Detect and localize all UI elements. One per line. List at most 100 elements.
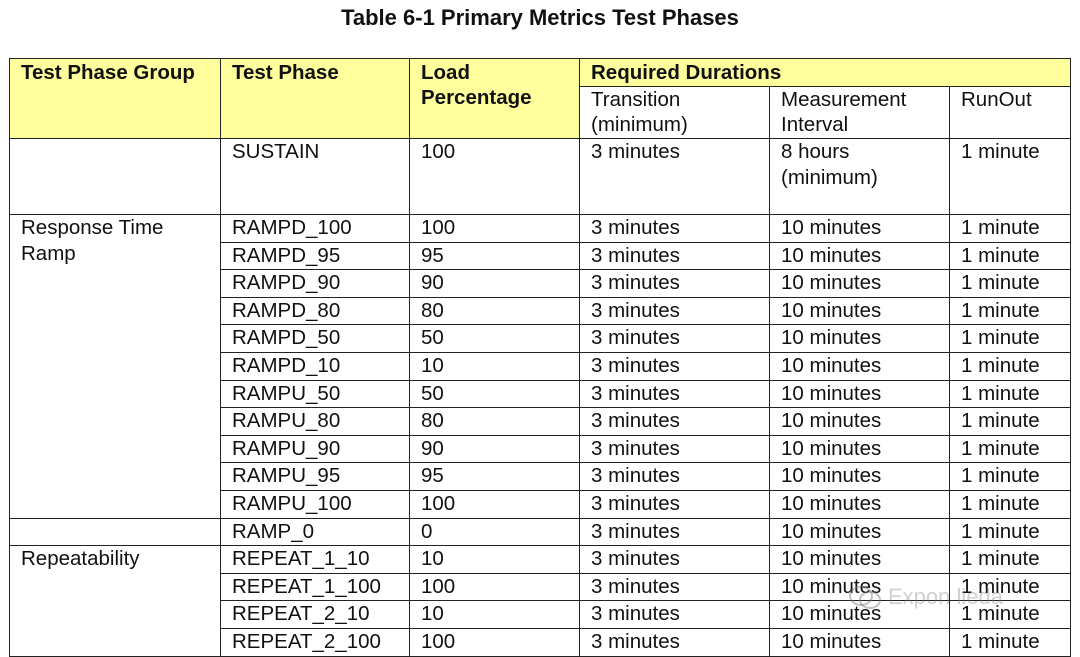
phase-cell: RAMPU_50	[220, 379, 410, 409]
runout-cell: 1 minute	[949, 572, 1071, 602]
measurement-cell: 10 minutes	[769, 296, 950, 326]
phase-cell: SUSTAIN	[220, 138, 410, 215]
load-cell: 80	[409, 296, 580, 326]
load-cell: 100	[409, 138, 580, 215]
header-transition: Transition (minimum)	[579, 86, 770, 139]
table-row: REPEAT_1_100 100 3 minutes 10 minutes 1 minu…	[10, 572, 1071, 602]
measurement-cell: 10 minutes	[769, 214, 950, 243]
measurement-cell: 8 hours (minimum)	[769, 138, 950, 215]
runout-cell: 1 minute	[949, 241, 1071, 271]
phase-cell: REPEAT_1_100	[220, 572, 410, 602]
transition-cell: 3 minutes	[579, 627, 770, 657]
runout-cell: 1 minute	[949, 269, 1071, 298]
phase-cell: RAMPU_80	[220, 407, 410, 436]
load-cell: 90	[409, 269, 580, 298]
measurement-cell: 10 minutes	[769, 462, 950, 491]
transition-cell: 3 minutes	[579, 572, 770, 602]
transition-cell: 3 minutes	[579, 407, 770, 436]
table-row: REPEAT_2_10 10 3 minutes 10 minutes 1 minute	[10, 600, 1071, 629]
phase-cell: RAMP_0	[220, 517, 410, 547]
runout-cell: 1 minute	[949, 627, 1071, 657]
runout-cell: 1 minute	[949, 379, 1071, 409]
table-row-sustain: SUSTAIN 100 3 minutes 8 hours (minimum) …	[9, 138, 1071, 215]
transition-cell: 3 minutes	[579, 138, 770, 215]
measurement-cell: 10 minutes	[769, 434, 950, 464]
group-cell-empty	[9, 517, 221, 547]
load-cell: 0	[409, 517, 580, 547]
transition-cell: 3 minutes	[579, 241, 770, 271]
runout-cell: 1 minute	[949, 351, 1071, 381]
measurement-cell: 10 minutes	[769, 269, 950, 298]
runout-cell: 1 minute	[949, 324, 1071, 353]
header-load-percentage: Load Percentage	[409, 58, 580, 139]
runout-cell: 1 minute	[949, 517, 1071, 547]
transition-cell: 3 minutes	[579, 351, 770, 381]
measurement-cell: 10 minutes	[769, 517, 950, 547]
load-cell: 100	[409, 627, 580, 657]
phase-cell: RAMPD_80	[220, 296, 410, 326]
load-cell: 95	[409, 241, 580, 271]
runout-cell: 1 minute	[949, 214, 1071, 243]
table-row: RAMPD_50 50 3 minutes 10 minutes 1 minute	[10, 324, 1071, 353]
transition-cell: 3 minutes	[579, 214, 770, 243]
group-cell-response-time-ramp: Response Time Ramp	[9, 214, 221, 519]
phase-cell: RAMPD_50	[220, 324, 410, 353]
load-cell: 50	[409, 379, 580, 409]
measurement-cell: 10 minutes	[769, 351, 950, 381]
table-row: RAMPU_100 100 3 minutes 10 minutes 1 minute	[10, 489, 1071, 519]
load-cell: 95	[409, 462, 580, 491]
load-cell: 10	[409, 600, 580, 629]
runout-cell: 1 minute	[949, 489, 1071, 519]
table-row: Response Time Ramp RAMPD_100 100 3 minutes 1…	[9, 214, 1071, 519]
runout-cell: 1 minute	[949, 296, 1071, 326]
test-phases-table: Test Phase Group Test Phase Load Percent…	[9, 58, 1071, 657]
transition-cell: 3 minutes	[579, 462, 770, 491]
load-cell: 10	[409, 351, 580, 381]
measurement-cell: 10 minutes	[769, 407, 950, 436]
load-cell: 90	[409, 434, 580, 464]
header-test-phase-group: Test Phase Group	[9, 58, 221, 139]
phase-cell: REPEAT_2_100	[220, 627, 410, 657]
transition-cell: 3 minutes	[579, 545, 770, 574]
phase-cell: RAMPU_100	[220, 489, 410, 519]
phase-cell: RAMPD_90	[220, 269, 410, 298]
transition-cell: 3 minutes	[579, 379, 770, 409]
load-cell: 10	[409, 545, 580, 574]
table-row: RAMPU_95 95 3 minutes 10 minutes 1 minute	[10, 462, 1071, 491]
load-cell: 100	[409, 214, 580, 243]
phase-cell: REPEAT_2_10	[220, 600, 410, 629]
table-row: RAMPD_90 90 3 minutes 10 minutes 1 minute	[10, 269, 1071, 298]
measurement-cell: 10 minutes	[769, 600, 950, 629]
group-cell-repeatability: Repeatability	[9, 545, 221, 657]
phase-cell: RAMPD_100	[220, 214, 410, 243]
runout-cell: 1 minute	[949, 138, 1071, 215]
load-cell: 100	[409, 489, 580, 519]
phase-cell: REPEAT_1_10	[220, 545, 410, 574]
transition-cell: 3 minutes	[579, 434, 770, 464]
phase-cell: RAMPU_95	[220, 462, 410, 491]
group-cell-empty	[9, 138, 221, 215]
table-row: Repeatability REPEAT_1_10 10 3 minutes 10 mi…	[9, 545, 1071, 657]
runout-cell: 1 minute	[949, 407, 1071, 436]
phase-cell: RAMPD_95	[220, 241, 410, 271]
table-row: RAMPD_80 80 3 minutes 10 minutes 1 minute	[10, 296, 1071, 326]
runout-cell: 1 minute	[949, 434, 1071, 464]
runout-cell: 1 minute	[949, 600, 1071, 629]
transition-cell: 3 minutes	[579, 296, 770, 326]
table-row: RAMPD_10 10 3 minutes 10 minutes 1 minute	[10, 351, 1071, 381]
load-cell: 80	[409, 407, 580, 436]
table-row: RAMP_0 0 3 minutes 10 minutes 1 minute	[9, 517, 1071, 547]
runout-cell: 1 minute	[949, 545, 1071, 574]
table-row: RAMPU_50 50 3 minutes 10 minutes 1 minute	[10, 379, 1071, 409]
measurement-cell: 10 minutes	[769, 627, 950, 657]
transition-cell: 3 minutes	[579, 269, 770, 298]
table-title: Table 6-1 Primary Metrics Test Phases	[341, 5, 739, 30]
measurement-cell: 10 minutes	[769, 572, 950, 602]
load-cell: 100	[409, 572, 580, 602]
header-measurement-interval: Measurement Interval	[769, 86, 950, 139]
header-required-durations: Required Durations	[579, 58, 1071, 87]
measurement-cell: 10 minutes	[769, 241, 950, 271]
transition-cell: 3 minutes	[579, 324, 770, 353]
measurement-cell: 10 minutes	[769, 489, 950, 519]
load-cell: 50	[409, 324, 580, 353]
